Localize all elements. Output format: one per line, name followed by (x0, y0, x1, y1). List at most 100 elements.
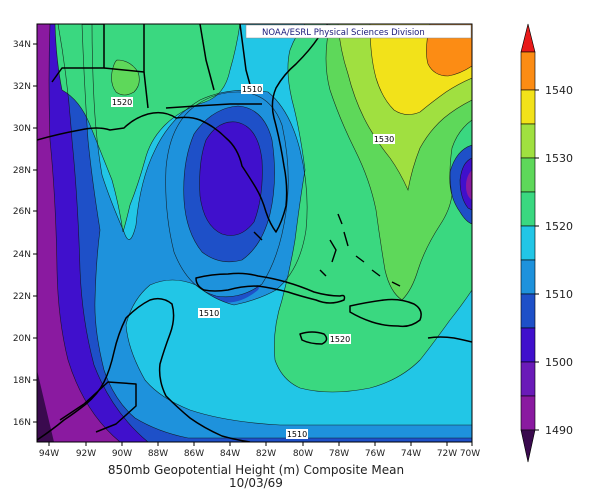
svg-text:1510: 1510 (545, 288, 573, 301)
y-tick: 20N (13, 334, 37, 344)
east-low-1490 (466, 170, 472, 200)
svg-text:1510: 1510 (242, 85, 262, 94)
contour-label-1530: 1530 (373, 134, 395, 144)
svg-text:86W: 86W (184, 449, 204, 459)
svg-text:74W: 74W (401, 449, 421, 459)
y-tick: 22N (13, 292, 37, 302)
contour-label-1510-north: 1510 (241, 84, 263, 94)
svg-text:94W: 94W (39, 449, 59, 459)
x-tick: 70W (460, 442, 480, 459)
field-1520-west (55, 24, 240, 232)
colorbar-segment (520, 293, 536, 329)
contour-label-1510-west: 1510 (198, 308, 220, 318)
credit-box: NOAA/ESRL Physical Sciences Division (245, 24, 472, 39)
svg-text:28N: 28N (13, 166, 31, 176)
colorbar-segment (520, 157, 536, 193)
svg-text:1510: 1510 (199, 309, 219, 318)
svg-text:1510: 1510 (287, 430, 307, 439)
colorbar: 1540 1530 1520 1510 1500 1490 (520, 23, 573, 463)
svg-text:1520: 1520 (545, 220, 573, 233)
svg-text:70W: 70W (460, 449, 480, 459)
colorbar-segment (520, 361, 536, 397)
colorbar-tick: 1510 (535, 288, 573, 301)
colorbar-tick: 1500 (535, 356, 573, 369)
svg-text:72W: 72W (437, 449, 457, 459)
colorbar-segment (520, 123, 536, 159)
colorbar-segment (520, 259, 536, 295)
coastlines (37, 24, 472, 442)
x-tick: 92W (76, 442, 96, 459)
map-caption: 850mb Geopotential Height (m) Composite … (108, 463, 404, 477)
map-date: 10/03/69 (229, 476, 283, 490)
svg-text:22N: 22N (13, 292, 31, 302)
x-axis: 94W 92W 90W 88W 86W 84W 82W 80W 78W 76W … (39, 442, 480, 459)
colorbar-tick: 1540 (535, 84, 573, 97)
y-tick: 30N (13, 124, 37, 134)
svg-text:1520: 1520 (112, 98, 132, 107)
x-tick: 88W (148, 442, 168, 459)
y-tick: 16N (13, 418, 37, 428)
y-tick: 24N (13, 250, 37, 260)
x-tick: 72W (437, 442, 457, 459)
colorbar-segment (520, 327, 536, 363)
map-plot: 1510 1520 1530 1510 1520 1510 (37, 24, 472, 442)
y-tick: 28N (13, 166, 37, 176)
plot-frame (36, 23, 473, 443)
y-tick: 18N (13, 376, 37, 386)
colorbar-segment (520, 225, 536, 261)
svg-text:1530: 1530 (374, 135, 394, 144)
contour-lines (48, 24, 472, 442)
islands (253, 213, 401, 287)
svg-text:80W: 80W (293, 449, 313, 459)
svg-text:92W: 92W (76, 449, 96, 459)
x-tick: 82W (256, 442, 276, 459)
contour-label-1520-west: 1520 (111, 97, 133, 107)
svg-text:20N: 20N (13, 334, 31, 344)
y-tick: 32N (13, 82, 37, 92)
svg-text:1520: 1520 (330, 335, 350, 344)
colorbar-top-arrow (520, 23, 536, 53)
x-tick: 80W (293, 442, 313, 459)
x-tick: 94W (39, 442, 59, 459)
svg-text:1490: 1490 (545, 424, 573, 437)
svg-text:90W: 90W (112, 449, 132, 459)
colorbar-tick: 1520 (535, 220, 573, 233)
svg-text:24N: 24N (13, 250, 31, 260)
svg-text:78W: 78W (329, 449, 349, 459)
svg-text:NOAA/ESRL Physical Sciences Di: NOAA/ESRL Physical Sciences Division (262, 28, 425, 38)
colorbar-segment (520, 51, 536, 91)
colorbar-segment (520, 89, 536, 125)
y-axis: 34N 32N 30N 28N 26N 24N 22N 20N 18N 16N (13, 40, 37, 428)
svg-text:26N: 26N (13, 207, 31, 217)
contour-label-1520-south: 1520 (329, 334, 351, 344)
contour-labels: 1510 1520 1530 1510 1520 1510 (111, 84, 395, 439)
colorbar-tick: 1530 (535, 152, 573, 165)
low-1500-center (199, 121, 263, 236)
x-tick: 86W (184, 442, 204, 459)
x-tick: 74W (401, 442, 421, 459)
y-tick: 26N (13, 207, 37, 217)
x-tick: 84W (220, 442, 240, 459)
x-tick: 90W (112, 442, 132, 459)
field-1480 (37, 370, 54, 442)
svg-text:16N: 16N (13, 418, 31, 428)
contour-label-1510-south: 1510 (286, 429, 308, 439)
x-tick: 78W (329, 442, 349, 459)
svg-text:1500: 1500 (545, 356, 573, 369)
svg-text:82W: 82W (256, 449, 276, 459)
colorbar-bottom-arrow (520, 429, 536, 463)
svg-text:88W: 88W (148, 449, 168, 459)
svg-text:76W: 76W (365, 449, 385, 459)
x-tick: 76W (365, 442, 385, 459)
svg-text:32N: 32N (13, 82, 31, 92)
svg-text:34N: 34N (13, 40, 31, 50)
svg-text:84W: 84W (220, 449, 240, 459)
colorbar-tick: 1490 (535, 424, 573, 437)
colorbar-segment (520, 191, 536, 227)
svg-text:1530: 1530 (545, 152, 573, 165)
y-tick: 34N (13, 40, 37, 50)
svg-text:1540: 1540 (545, 84, 573, 97)
svg-text:30N: 30N (13, 124, 31, 134)
svg-text:18N: 18N (13, 376, 31, 386)
